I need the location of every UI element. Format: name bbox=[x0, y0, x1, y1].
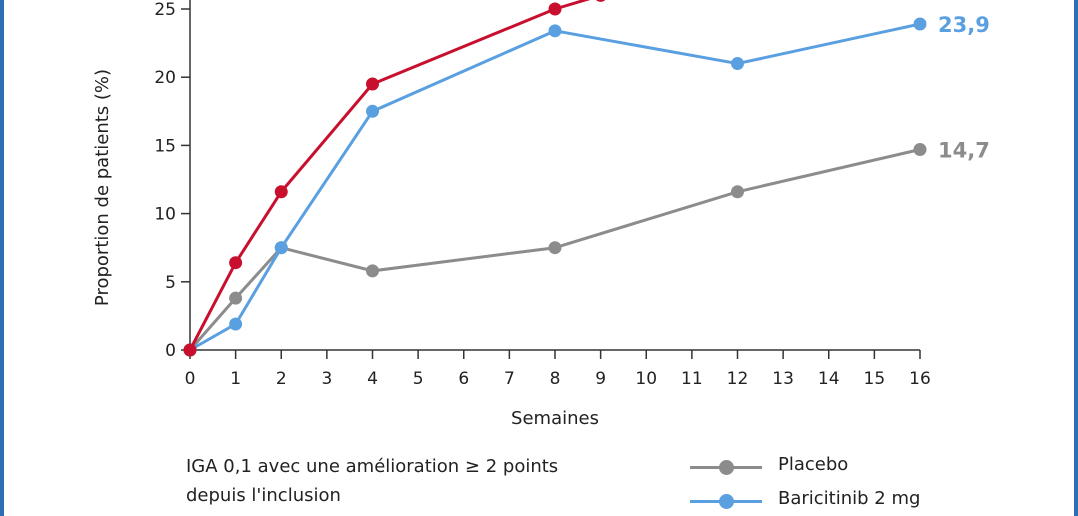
x-tick-label: 2 bbox=[276, 369, 287, 389]
y-tick-label: 25 bbox=[154, 0, 176, 20]
end-value-label: 14,7 bbox=[938, 138, 990, 162]
data-point bbox=[731, 185, 744, 199]
x-tick-label: 12 bbox=[727, 369, 749, 389]
x-tick-label: 4 bbox=[367, 369, 378, 389]
legend-label-baricitinib: Baricitinib 2 mg bbox=[778, 488, 921, 509]
x-tick-label: 0 bbox=[185, 369, 196, 389]
data-point bbox=[274, 241, 288, 255]
x-tick-label: 8 bbox=[550, 369, 561, 389]
y-tick-label: 5 bbox=[165, 273, 176, 293]
data-point bbox=[913, 142, 927, 156]
label-layer: 14,7 23,9 bbox=[938, 13, 990, 162]
x-tick-label: 15 bbox=[864, 369, 886, 389]
legend-item-baricitinib: Baricitinib 2 mg bbox=[690, 486, 1030, 516]
x-tick-label: 1 bbox=[230, 369, 241, 389]
y-axis-title: Proportion de patients (%) bbox=[92, 69, 113, 306]
x-tick-label: 9 bbox=[595, 369, 606, 389]
legend-marker-baricitinib bbox=[719, 494, 734, 509]
chart-footnote: IGA 0,1 avec une amélioration ≥ 2 points… bbox=[186, 452, 626, 510]
legend-label-placebo: Placebo bbox=[778, 454, 849, 475]
footnote-line-1: IGA 0,1 avec une amélioration ≥ 2 points bbox=[186, 456, 559, 477]
data-point bbox=[548, 24, 562, 38]
y-tick-label: 0 bbox=[165, 341, 176, 361]
data-point bbox=[548, 241, 562, 255]
x-tick-label: 14 bbox=[818, 369, 840, 389]
data-point bbox=[229, 291, 243, 305]
legend-marker-placebo bbox=[719, 460, 734, 475]
y-tick-label: 10 bbox=[154, 205, 176, 225]
data-point bbox=[366, 104, 379, 118]
x-tick-label: 10 bbox=[635, 369, 657, 389]
y-tick-label: 20 bbox=[154, 68, 176, 88]
x-tick-label: 13 bbox=[772, 369, 794, 389]
data-point bbox=[548, 2, 562, 16]
x-tick-label: 3 bbox=[321, 369, 332, 389]
x-tick-label: 16 bbox=[909, 369, 931, 389]
series-line-2 bbox=[188, 0, 591, 351]
x-tick-label: 11 bbox=[681, 369, 703, 389]
series-layer bbox=[183, 0, 927, 357]
data-point bbox=[366, 264, 379, 278]
data-point bbox=[229, 256, 243, 270]
data-point bbox=[274, 185, 288, 199]
data-point bbox=[913, 17, 927, 31]
legend-item-placebo: Placebo bbox=[690, 452, 1030, 482]
data-point bbox=[229, 317, 243, 331]
series-line-1 bbox=[189, 22, 921, 352]
data-point bbox=[596, 0, 606, 2]
data-point bbox=[366, 77, 379, 91]
footnote-line-2: depuis l'inclusion bbox=[186, 485, 341, 506]
x-tick-label: 5 bbox=[413, 369, 424, 389]
data-point bbox=[731, 57, 744, 71]
data-point bbox=[183, 343, 197, 357]
end-value-label: 23,9 bbox=[938, 13, 990, 37]
x-axis-title: Semaines bbox=[511, 408, 599, 429]
y-tick-label: 15 bbox=[154, 136, 176, 156]
x-tick-label: 7 bbox=[504, 369, 515, 389]
x-tick-label: 6 bbox=[458, 369, 469, 389]
